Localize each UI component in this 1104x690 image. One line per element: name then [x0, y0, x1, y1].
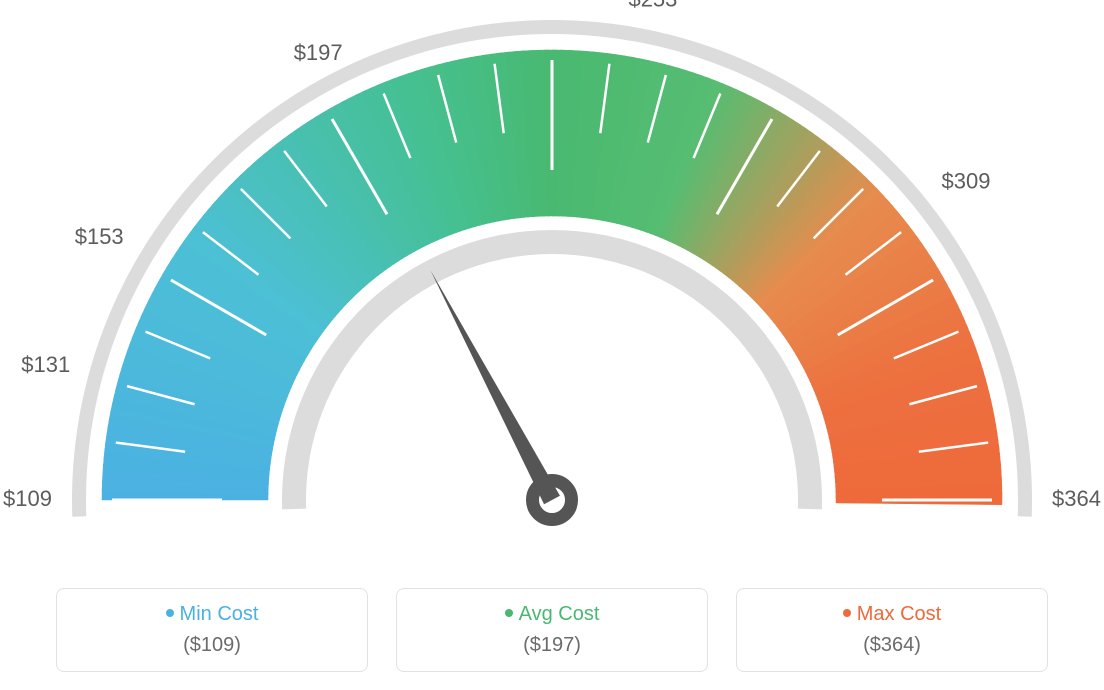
- legend-avg-value: ($197): [397, 634, 707, 657]
- svg-text:$153: $153: [75, 224, 124, 249]
- legend-min-label: Min Cost: [180, 603, 259, 625]
- legend-max: Max Cost ($364): [736, 588, 1048, 672]
- gauge-svg: $109 $131 $153 $197 $253 $309 $364: [0, 0, 1104, 560]
- legend-min-dot-icon: [166, 609, 174, 617]
- legend-row: Min Cost ($109) Avg Cost ($197) Max Cost…: [0, 588, 1104, 672]
- svg-text:$364: $364: [1052, 486, 1101, 511]
- legend-max-value: ($364): [737, 634, 1047, 657]
- svg-text:$309: $309: [942, 169, 991, 194]
- legend-avg-dot-icon: [505, 609, 513, 617]
- gauge-area: $109 $131 $153 $197 $253 $309 $364: [0, 0, 1104, 560]
- cost-gauge-chart: $109 $131 $153 $197 $253 $309 $364 Min Cost ($…: [0, 0, 1104, 690]
- legend-avg-label: Avg Cost: [519, 603, 600, 625]
- legend-min-title: Min Cost: [57, 603, 367, 626]
- legend-min-value: ($109): [57, 634, 367, 657]
- legend-min: Min Cost ($109): [56, 588, 368, 672]
- legend-max-dot-icon: [843, 609, 851, 617]
- svg-text:$253: $253: [628, 0, 677, 11]
- legend-avg-title: Avg Cost: [397, 603, 707, 626]
- legend-avg: Avg Cost ($197): [396, 588, 708, 672]
- legend-max-title: Max Cost: [737, 603, 1047, 626]
- svg-text:$197: $197: [294, 40, 343, 65]
- svg-text:$109: $109: [3, 486, 52, 511]
- legend-max-label: Max Cost: [857, 603, 941, 625]
- svg-text:$131: $131: [21, 352, 70, 377]
